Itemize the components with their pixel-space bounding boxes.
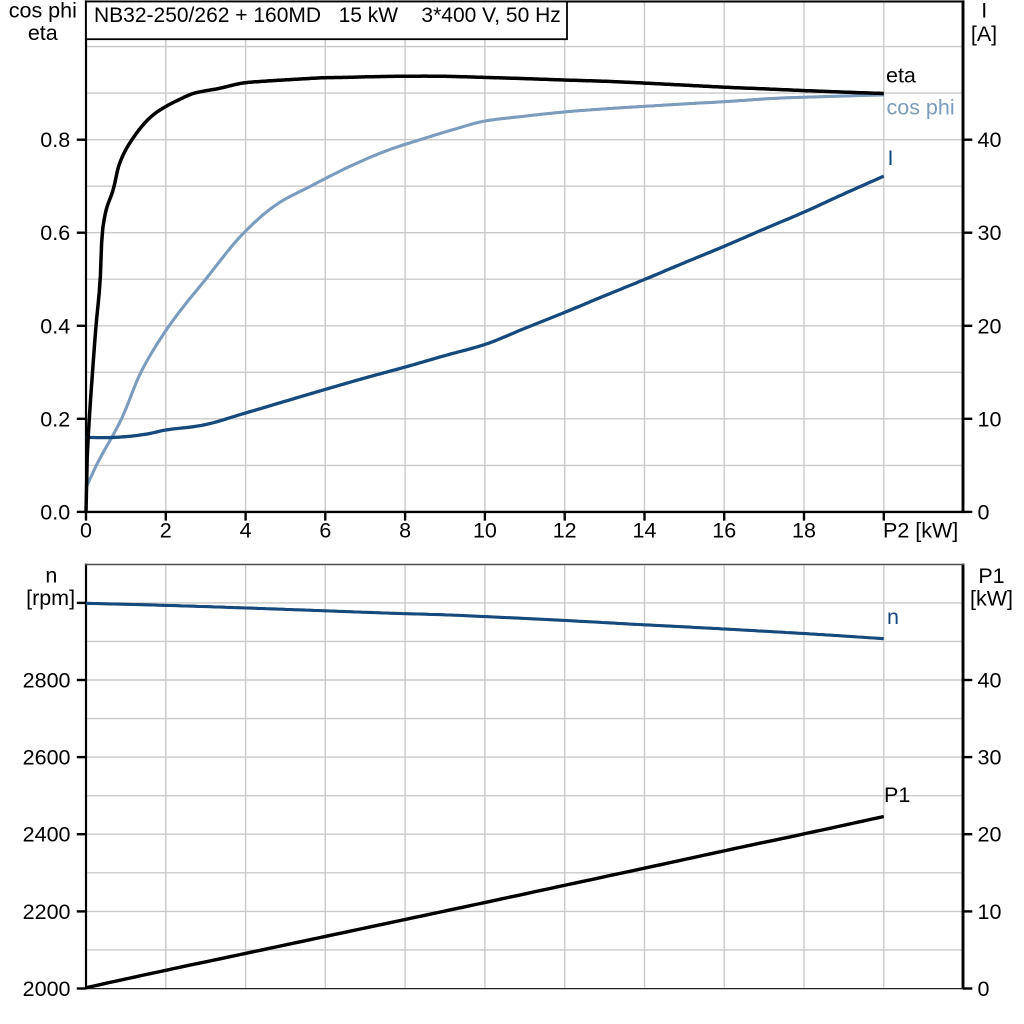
svg-text:30: 30 [978,746,1002,770]
svg-text:30: 30 [978,221,1002,245]
svg-text:[kW]: [kW] [970,587,1013,611]
svg-text:[A]: [A] [971,22,997,46]
svg-text:6: 6 [319,519,331,543]
svg-text:P2 [kW]: P2 [kW] [883,519,958,543]
svg-text:0.2: 0.2 [40,407,70,431]
svg-text:I: I [888,146,894,170]
svg-text:20: 20 [978,823,1002,847]
svg-text:eta: eta [886,64,916,88]
svg-text:0.8: 0.8 [40,128,70,152]
svg-text:18: 18 [792,519,816,543]
svg-text:0.6: 0.6 [40,221,70,245]
svg-text:2000: 2000 [23,977,71,1001]
svg-text:0: 0 [978,977,990,1001]
svg-text:cos phi: cos phi [9,0,77,22]
svg-text:eta: eta [28,21,58,45]
svg-text:[rpm]: [rpm] [26,586,75,610]
svg-text:40: 40 [978,668,1002,692]
svg-text:n: n [887,605,899,629]
svg-text:0: 0 [80,519,92,543]
svg-text:2: 2 [160,519,172,543]
svg-text:10: 10 [978,407,1002,431]
svg-text:0.4: 0.4 [40,314,70,338]
svg-text:10: 10 [978,900,1002,924]
svg-text:0: 0 [978,500,990,524]
svg-text:I: I [981,0,987,23]
svg-text:P1: P1 [978,564,1004,588]
svg-text:2400: 2400 [23,823,71,847]
svg-text:2600: 2600 [23,746,71,770]
svg-text:8: 8 [399,519,411,543]
svg-text:12: 12 [553,519,577,543]
svg-text:10: 10 [473,519,497,543]
svg-text:20: 20 [978,314,1002,338]
svg-text:4: 4 [240,519,252,543]
svg-text:P1: P1 [884,783,910,807]
svg-text:NB32-250/262 + 160MD 15 kW: NB32-250/262 + 160MD 15 kW 3*400 V, 50 H… [94,4,561,27]
svg-text:14: 14 [632,519,656,543]
svg-text:2800: 2800 [23,668,71,692]
svg-text:0.0: 0.0 [40,500,70,524]
svg-text:40: 40 [978,128,1002,152]
svg-text:2200: 2200 [23,900,71,924]
svg-text:cos phi: cos phi [887,96,955,120]
svg-text:n: n [45,564,57,588]
svg-text:16: 16 [712,519,736,543]
